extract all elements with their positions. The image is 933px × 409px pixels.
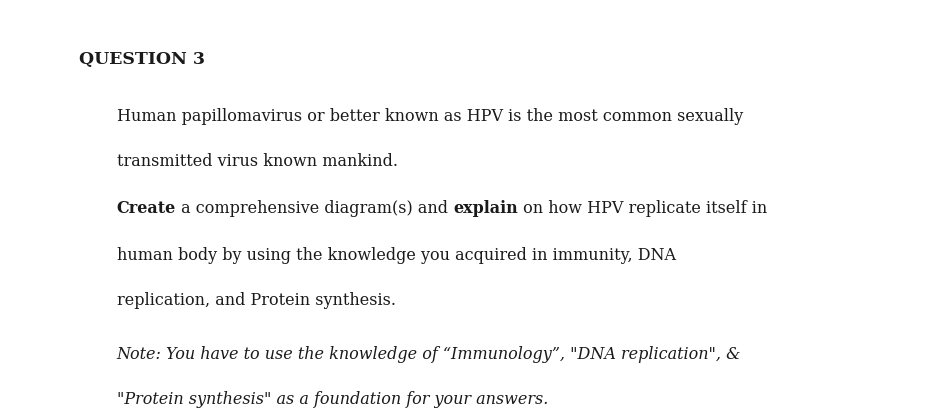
- Text: "Protein synthesis" as a foundation for your answers.: "Protein synthesis" as a foundation for …: [117, 391, 548, 408]
- Text: human body by using the knowledge you acquired in immunity, DNA: human body by using the knowledge you ac…: [117, 247, 675, 265]
- Text: on how HPV replicate itself in: on how HPV replicate itself in: [518, 200, 767, 218]
- Text: a comprehensive diagram(s) and: a comprehensive diagram(s) and: [176, 200, 453, 218]
- Text: transmitted virus known mankind.: transmitted virus known mankind.: [117, 153, 397, 171]
- Text: Create: Create: [117, 200, 176, 218]
- Text: explain: explain: [453, 200, 518, 218]
- Text: Human papillomavirus or better known as HPV is the most common sexually: Human papillomavirus or better known as …: [117, 108, 743, 126]
- Text: replication, and Protein synthesis.: replication, and Protein synthesis.: [117, 292, 396, 310]
- Text: QUESTION 3: QUESTION 3: [79, 51, 205, 68]
- Text: Note: You have to use the knowledge of “Immunology”, "DNA replication", &: Note: You have to use the knowledge of “…: [117, 346, 741, 363]
